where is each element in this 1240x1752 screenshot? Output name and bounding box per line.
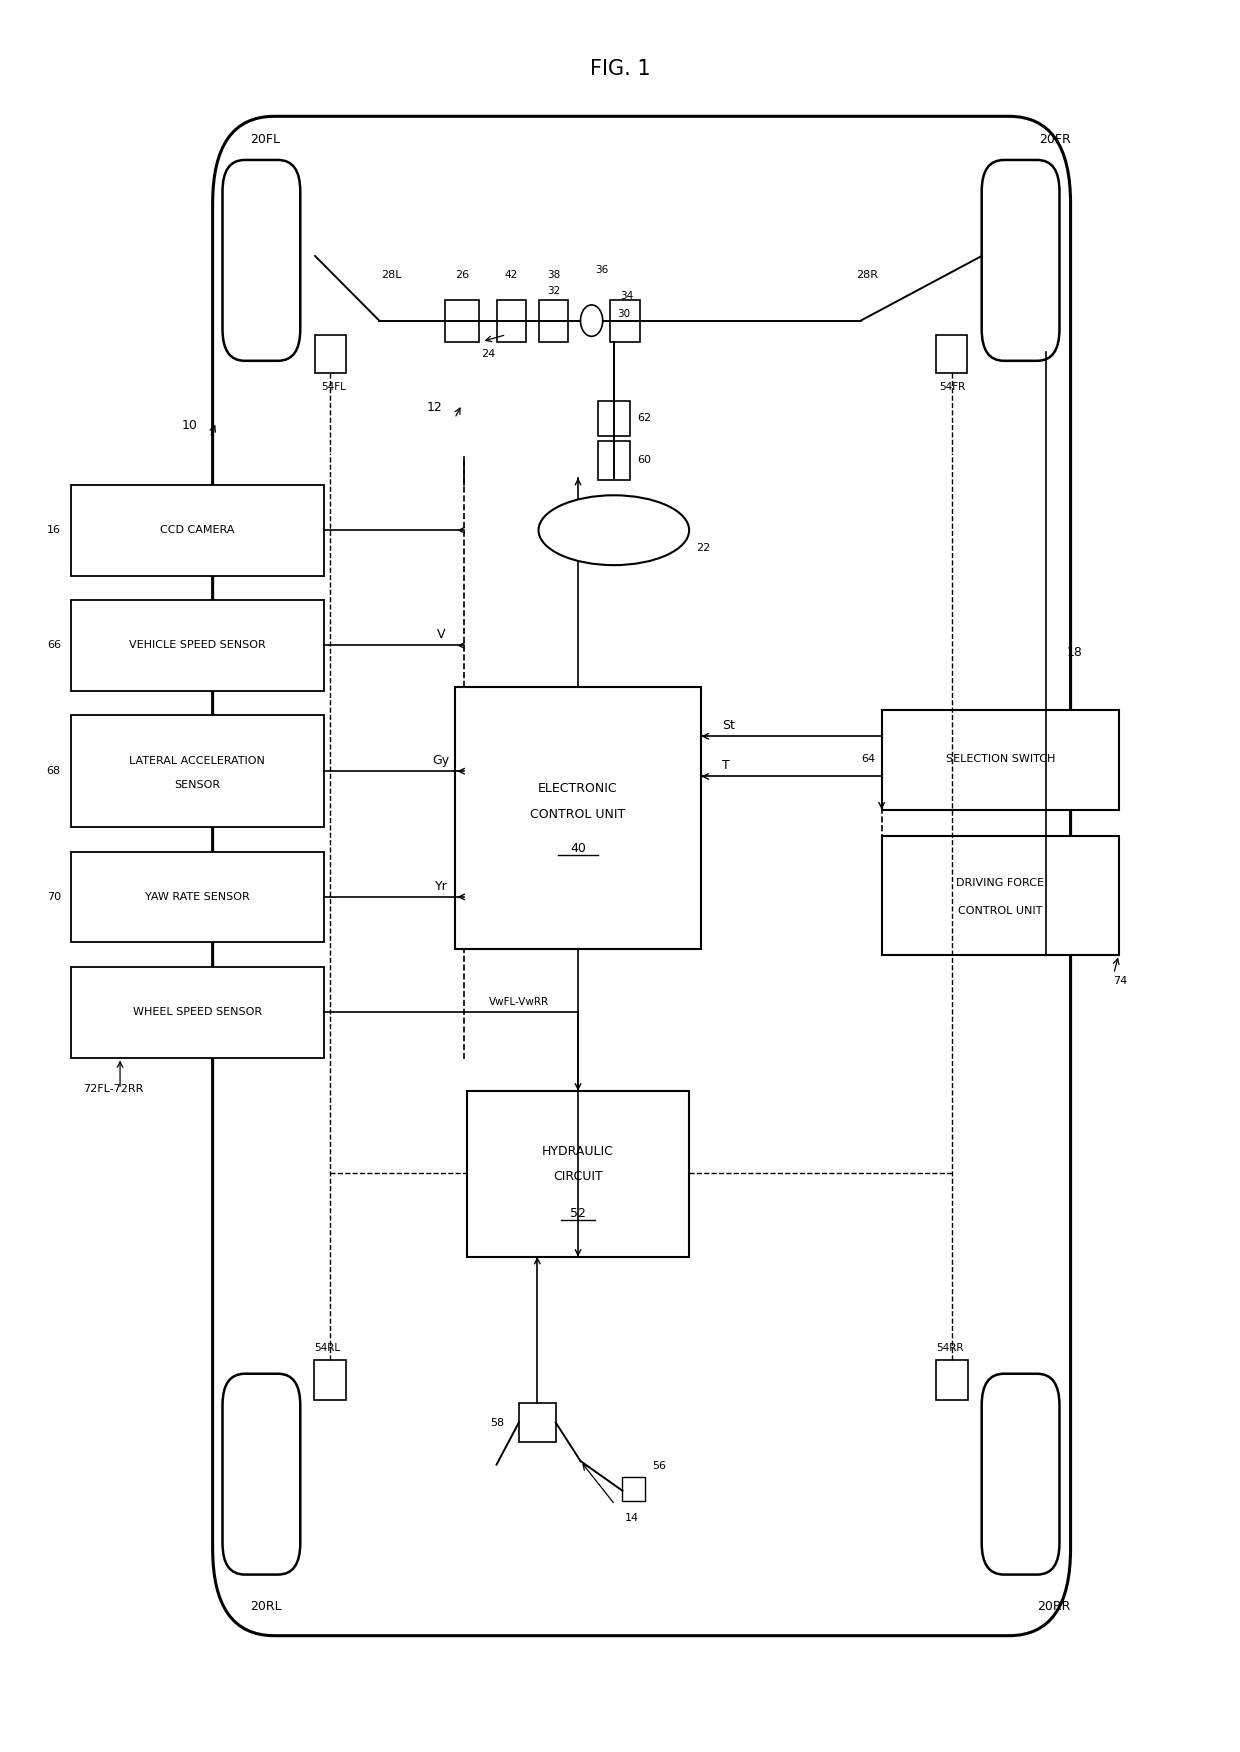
Text: 54FR: 54FR	[939, 382, 965, 392]
Bar	[622, 1477, 645, 1501]
Text: 26: 26	[455, 270, 469, 280]
Text: 54FL: 54FL	[321, 382, 346, 392]
Text: CIRCUIT: CIRCUIT	[553, 1170, 603, 1183]
Text: 70: 70	[47, 892, 61, 902]
Text: 36: 36	[595, 265, 608, 275]
Text: 32: 32	[547, 286, 560, 296]
FancyBboxPatch shape	[222, 159, 300, 361]
Text: 40: 40	[570, 841, 587, 855]
Text: 38: 38	[547, 270, 560, 280]
Text: DRIVING FORCE: DRIVING FORCE	[956, 878, 1044, 888]
Bar	[936, 335, 967, 373]
Text: SELECTION SWITCH: SELECTION SWITCH	[946, 753, 1055, 764]
Text: 14: 14	[625, 1514, 639, 1524]
Text: VEHICLE SPEED SENSOR: VEHICLE SPEED SENSOR	[129, 641, 265, 650]
Text: 42: 42	[505, 270, 518, 280]
Text: CONTROL UNIT: CONTROL UNIT	[531, 808, 626, 822]
Bar	[445, 300, 480, 342]
Text: 56: 56	[652, 1461, 666, 1472]
Text: 12: 12	[427, 401, 443, 415]
Bar	[496, 300, 526, 342]
Text: Gy: Gy	[433, 753, 450, 767]
Bar	[71, 715, 324, 827]
Text: 20RR: 20RR	[1037, 1600, 1070, 1612]
Text: 10: 10	[182, 419, 198, 433]
Ellipse shape	[538, 496, 689, 566]
Text: St: St	[723, 720, 735, 732]
Text: 24: 24	[481, 349, 495, 359]
Text: 66: 66	[47, 641, 61, 650]
Text: CCD CAMERA: CCD CAMERA	[160, 526, 234, 534]
Text: FIG. 1: FIG. 1	[590, 60, 650, 79]
Text: 16: 16	[47, 526, 61, 534]
Text: 20FR: 20FR	[1039, 133, 1070, 145]
Text: Yr: Yr	[435, 880, 448, 894]
Circle shape	[580, 305, 603, 336]
Text: LATERAL ACCELERATION: LATERAL ACCELERATION	[129, 755, 265, 766]
Text: CONTROL UNIT: CONTROL UNIT	[959, 906, 1043, 916]
Bar	[467, 1091, 689, 1256]
Bar	[71, 967, 324, 1058]
Text: 54RL: 54RL	[314, 1342, 340, 1353]
Text: 30: 30	[618, 308, 631, 319]
Text: 54RR: 54RR	[936, 1342, 963, 1353]
Bar	[314, 1360, 346, 1400]
Text: 52: 52	[570, 1207, 587, 1219]
Text: 62: 62	[637, 413, 651, 424]
Text: 64: 64	[862, 753, 875, 764]
Bar	[518, 1403, 556, 1442]
Bar	[598, 442, 630, 480]
Bar	[71, 851, 324, 943]
FancyBboxPatch shape	[222, 1374, 300, 1575]
Text: 28L: 28L	[382, 270, 402, 280]
Bar	[71, 601, 324, 690]
Text: ELECTRONIC: ELECTRONIC	[538, 781, 618, 795]
Text: 72FL-72RR: 72FL-72RR	[83, 1084, 144, 1093]
Text: WHEEL SPEED SENSOR: WHEEL SPEED SENSOR	[133, 1007, 262, 1018]
Text: YAW RATE SENSOR: YAW RATE SENSOR	[145, 892, 249, 902]
FancyBboxPatch shape	[982, 159, 1059, 361]
Bar	[610, 300, 640, 342]
Text: T: T	[723, 759, 730, 773]
Text: 22: 22	[697, 543, 711, 552]
Bar	[538, 300, 568, 342]
Text: 68: 68	[47, 766, 61, 776]
FancyBboxPatch shape	[212, 116, 1070, 1636]
Bar	[455, 687, 702, 950]
Text: SENSOR: SENSOR	[174, 780, 221, 790]
Bar	[936, 1360, 968, 1400]
Text: 74: 74	[1112, 976, 1127, 986]
Text: 28R: 28R	[856, 270, 878, 280]
Text: 34: 34	[620, 291, 634, 301]
Bar	[315, 335, 346, 373]
Bar	[882, 710, 1118, 809]
Text: V: V	[436, 629, 445, 641]
Text: 20RL: 20RL	[249, 1600, 281, 1612]
Text: HYDRAULIC: HYDRAULIC	[542, 1146, 614, 1158]
Text: 18: 18	[1066, 646, 1083, 659]
Text: 58: 58	[490, 1417, 503, 1428]
Text: VwFL-VwRR: VwFL-VwRR	[489, 997, 549, 1007]
Bar	[598, 401, 630, 436]
Text: 60: 60	[637, 456, 651, 466]
Bar	[882, 836, 1118, 955]
FancyBboxPatch shape	[982, 1374, 1059, 1575]
Bar	[71, 485, 324, 576]
Text: 20FL: 20FL	[249, 133, 280, 145]
